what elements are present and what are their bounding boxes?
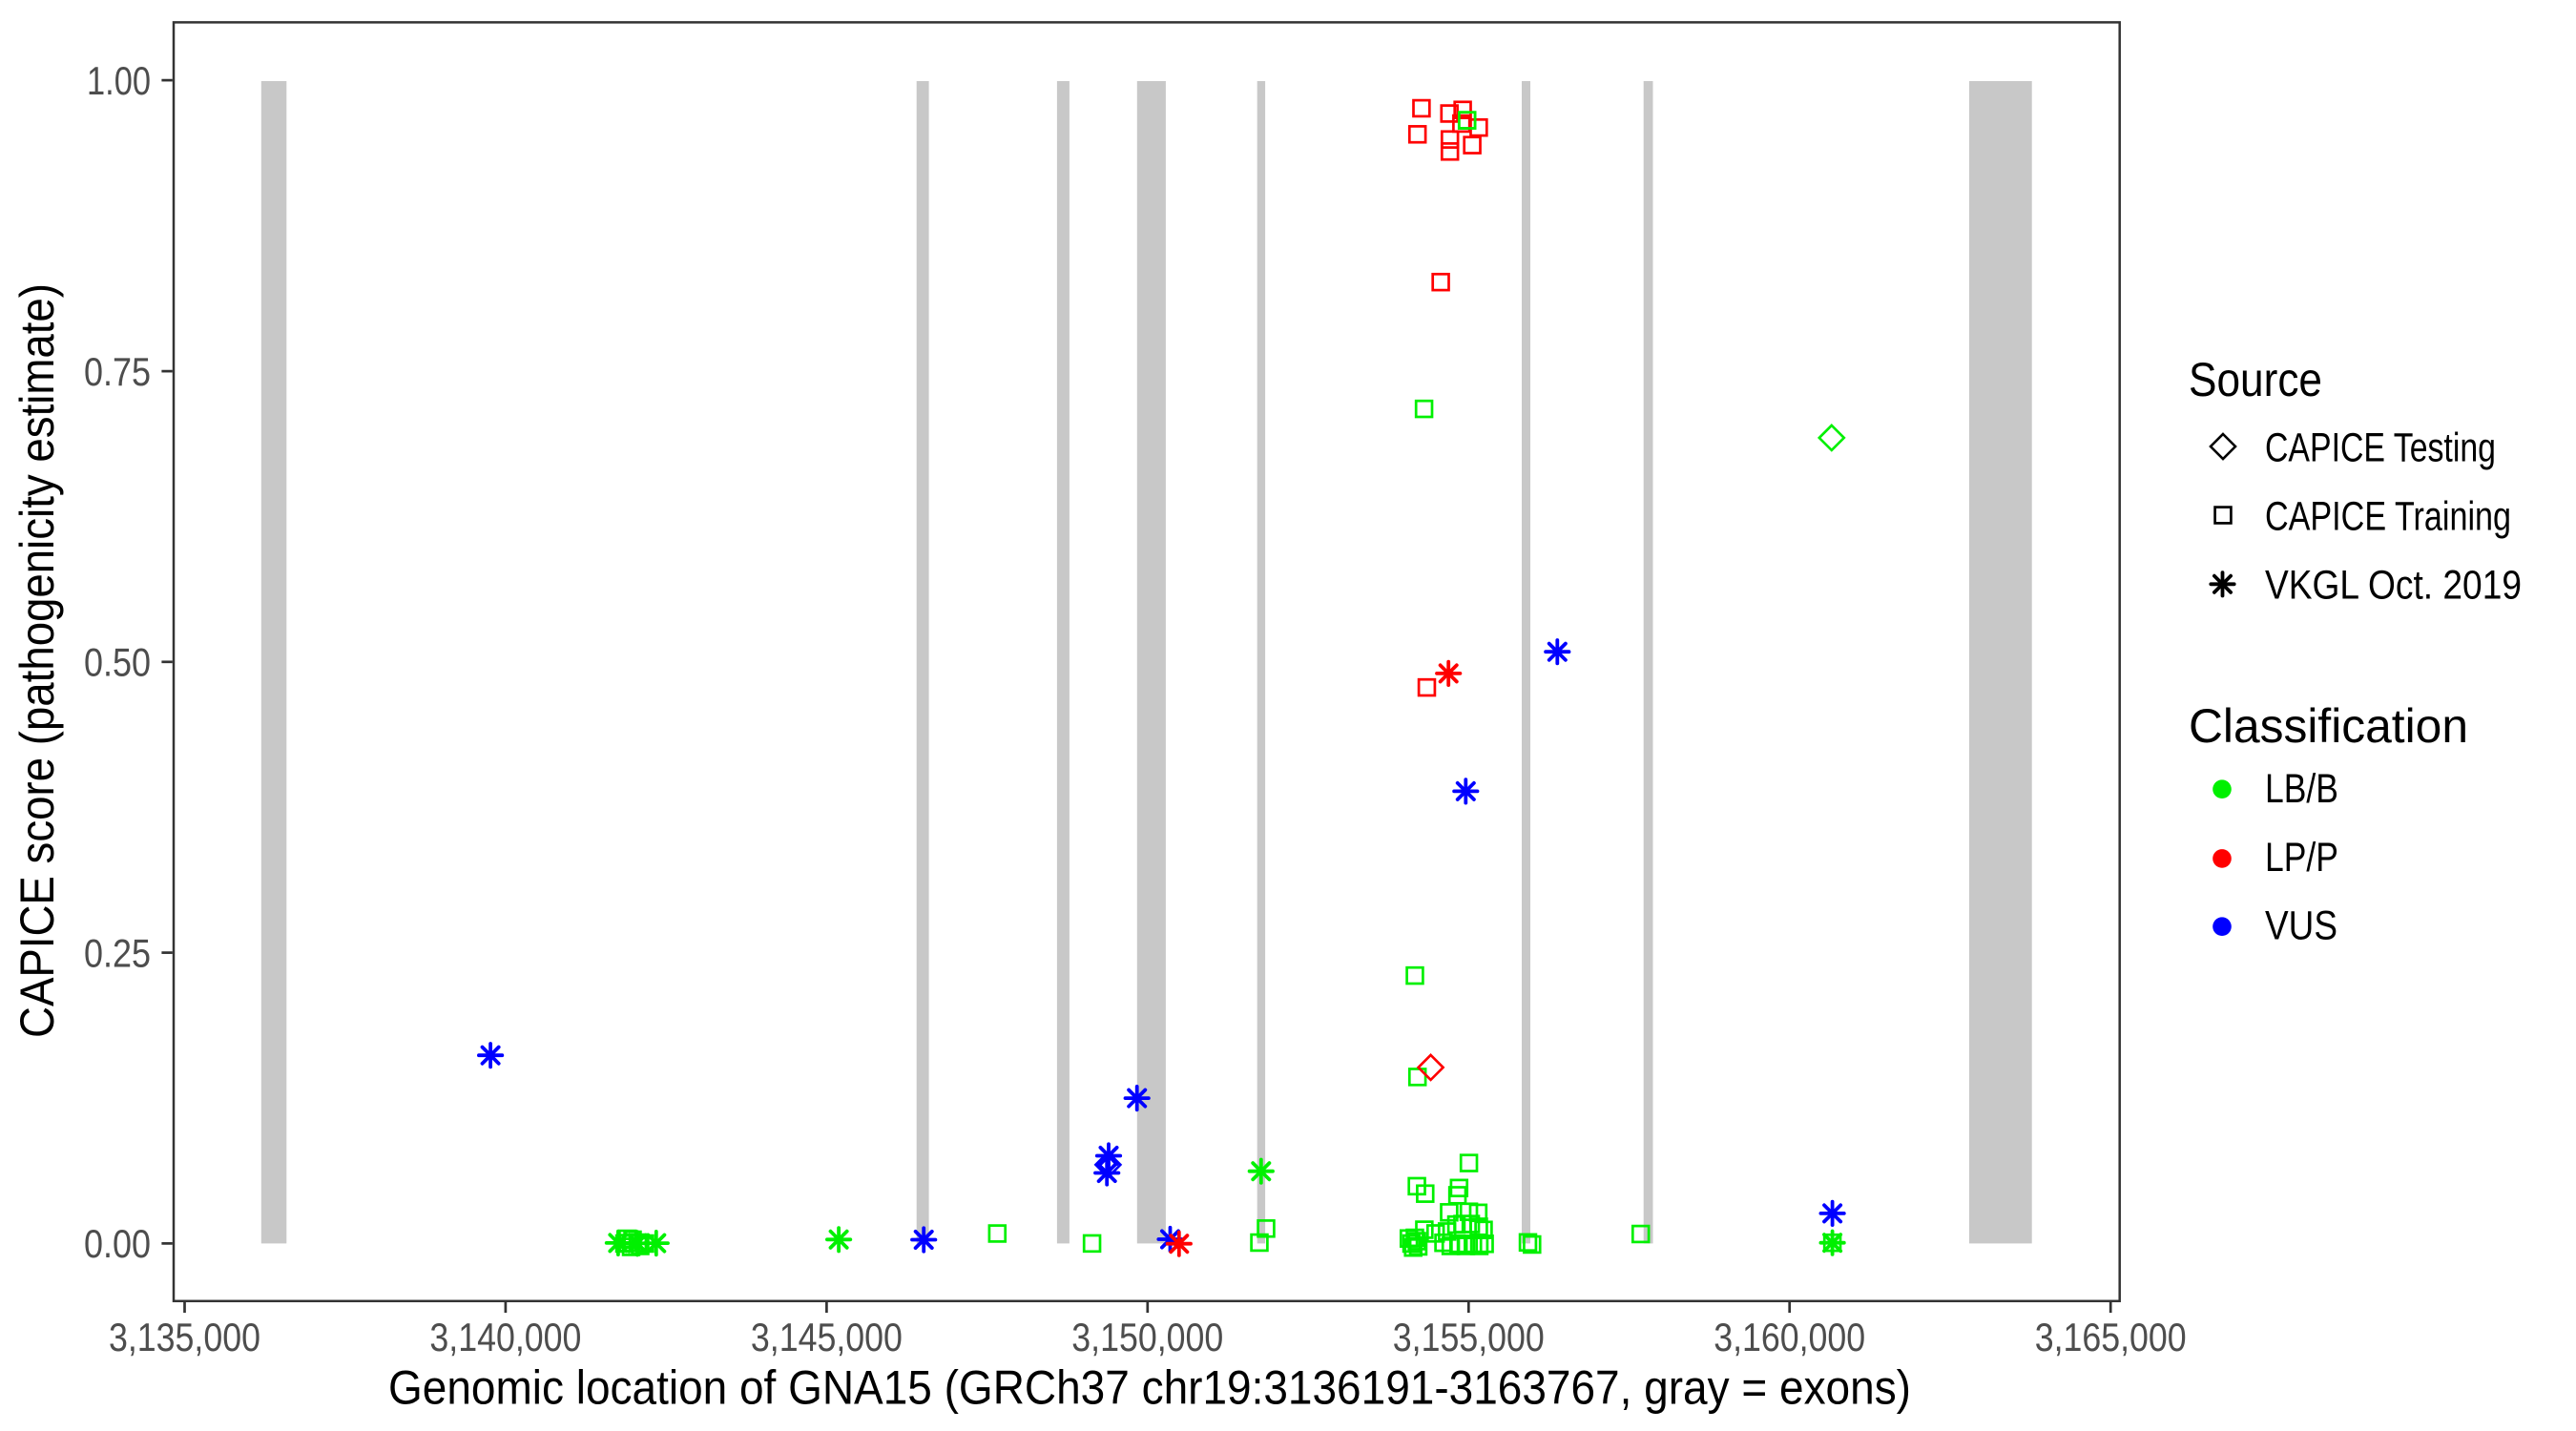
svg-text:3,135,000: 3,135,000 [109, 1315, 260, 1359]
svg-text:CAPICE Training: CAPICE Training [2265, 494, 2511, 540]
svg-text:VKGL Oct. 2019: VKGL Oct. 2019 [2265, 563, 2522, 609]
svg-text:3,160,000: 3,160,000 [1714, 1315, 1865, 1359]
svg-text:Source: Source [2189, 353, 2322, 406]
svg-text:3,140,000: 3,140,000 [429, 1315, 581, 1359]
svg-text:CAPICE Testing: CAPICE Testing [2265, 425, 2496, 471]
svg-text:0.50: 0.50 [84, 640, 151, 685]
svg-text:3,155,000: 3,155,000 [1393, 1315, 1545, 1359]
svg-text:VUS: VUS [2265, 903, 2337, 949]
svg-text:Genomic location of GNA15 (GRC: Genomic location of GNA15 (GRCh37 chr19:… [388, 1361, 1911, 1415]
svg-text:CAPICE score (pathogenicity es: CAPICE score (pathogenicity estimate) [10, 283, 64, 1038]
svg-text:Classification: Classification [2189, 699, 2468, 753]
svg-text:3,150,000: 3,150,000 [1071, 1315, 1223, 1359]
svg-text:LP/P: LP/P [2265, 835, 2338, 881]
svg-text:LB/B: LB/B [2265, 766, 2338, 812]
svg-text:0.75: 0.75 [84, 349, 151, 394]
svg-text:3,145,000: 3,145,000 [751, 1315, 903, 1359]
svg-text:0.00: 0.00 [84, 1221, 151, 1266]
svg-text:3,165,000: 3,165,000 [2035, 1315, 2187, 1359]
svg-text:1.00: 1.00 [87, 58, 151, 103]
svg-text:0.25: 0.25 [84, 930, 151, 975]
